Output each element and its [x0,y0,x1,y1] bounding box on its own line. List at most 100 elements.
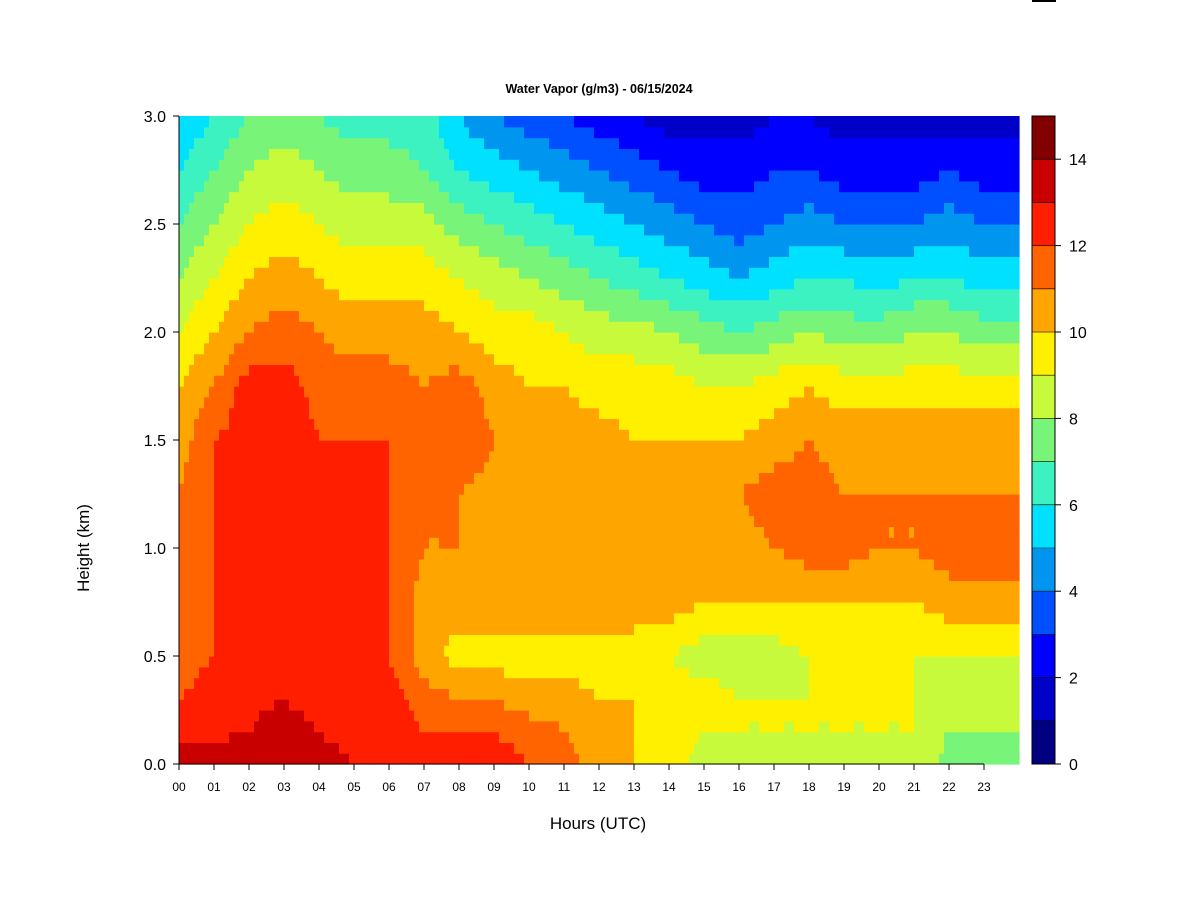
heatmap-cell [194,526,200,538]
heatmap-cell [204,537,210,549]
heatmap-cell [244,494,250,506]
heatmap-cell [204,753,210,765]
heatmap-cell [539,332,545,344]
heatmap-cell [314,461,320,473]
heatmap-cell [214,591,220,603]
heatmap-cell [429,537,435,549]
heatmap-cell [529,310,535,322]
heatmap-cell [584,450,590,463]
heatmap-cell [344,170,350,182]
heatmap-cell [574,126,580,139]
heatmap-cell [489,332,495,344]
heatmap-cell [204,548,210,560]
heatmap-cell [379,677,385,689]
heatmap-cell [489,202,495,214]
heatmap-cell [564,407,570,419]
heatmap-cell [334,126,340,139]
heatmap-cell [404,623,410,635]
heatmap-cell [559,191,565,203]
heatmap-cell [484,580,490,592]
heatmap-cell [294,710,300,722]
heatmap-cell [414,116,420,128]
heatmap-cell [249,191,255,203]
heatmap-cell [454,299,460,311]
heatmap-cell [559,731,565,743]
heatmap-cell [244,126,250,139]
heatmap-cell [449,450,455,463]
heatmap-cell [564,472,570,484]
heatmap-cell [289,526,295,538]
heatmap-cell [579,170,585,182]
heatmap-cell [189,126,195,139]
heatmap-cell [249,742,255,754]
heatmap-cell [204,602,210,614]
heatmap-cell [554,699,560,711]
heatmap-cell [559,148,565,160]
heatmap-cell [409,623,415,635]
heatmap-cell [454,245,460,257]
heatmap-cell [379,645,385,657]
heatmap-cell [329,126,335,139]
heatmap-cell [544,710,550,722]
heatmap-cell [399,213,405,225]
heatmap-cell [194,558,200,571]
heatmap-cell [224,267,230,279]
heatmap-cell [374,526,380,538]
heatmap-cell [264,375,270,387]
heatmap-cell [394,677,400,689]
heatmap-cell [589,170,595,182]
heatmap-cell [304,342,310,355]
heatmap-cell [194,461,200,473]
heatmap-cell [564,375,570,387]
heatmap-cell [529,720,535,733]
heatmap-cell [214,688,220,700]
heatmap-cell [274,666,280,679]
heatmap-cell [569,440,575,452]
heatmap-cell [489,288,495,301]
heatmap-cell [319,159,325,171]
heatmap-cell [289,472,295,484]
heatmap-cell [564,278,570,290]
heatmap-cell [584,353,590,365]
heatmap-cell [554,267,560,279]
heatmap-cell [194,666,200,679]
heatmap-cell [494,202,500,214]
heatmap-cell [189,278,195,290]
heatmap-cell [274,213,280,225]
heatmap-cell [229,180,235,193]
heatmap-cell [454,159,460,171]
heatmap-cell [394,472,400,484]
heatmap-cell [564,461,570,473]
heatmap-cell [529,299,535,311]
heatmap-cell [579,558,585,571]
heatmap-cell [329,407,335,419]
heatmap-cell [214,375,220,387]
heatmap-cell [509,332,515,344]
heatmap-cell [459,688,465,700]
heatmap-cell [359,634,365,646]
heatmap-cell [379,612,385,625]
heatmap-cell [504,159,510,171]
heatmap-cell [519,353,525,365]
heatmap-cell [214,407,220,419]
heatmap-cell [414,234,420,247]
heatmap-cell [339,666,345,679]
heatmap-cell [194,645,200,657]
heatmap-cell [394,494,400,506]
heatmap-cell [559,256,565,268]
heatmap-cell [299,612,305,625]
heatmap-cell [424,569,430,581]
heatmap-cell [259,634,265,646]
heatmap-cell [264,666,270,679]
heatmap-cell [409,342,415,355]
heatmap-cell [179,159,185,171]
heatmap-cell [539,202,545,214]
heatmap-cell [359,126,365,139]
heatmap-cell [559,418,565,430]
heatmap-cell [284,483,290,495]
heatmap-cell [419,299,425,311]
heatmap-cell [559,483,565,495]
heatmap-cell [254,483,260,495]
heatmap-cell [179,170,185,182]
heatmap-cell [394,202,400,214]
